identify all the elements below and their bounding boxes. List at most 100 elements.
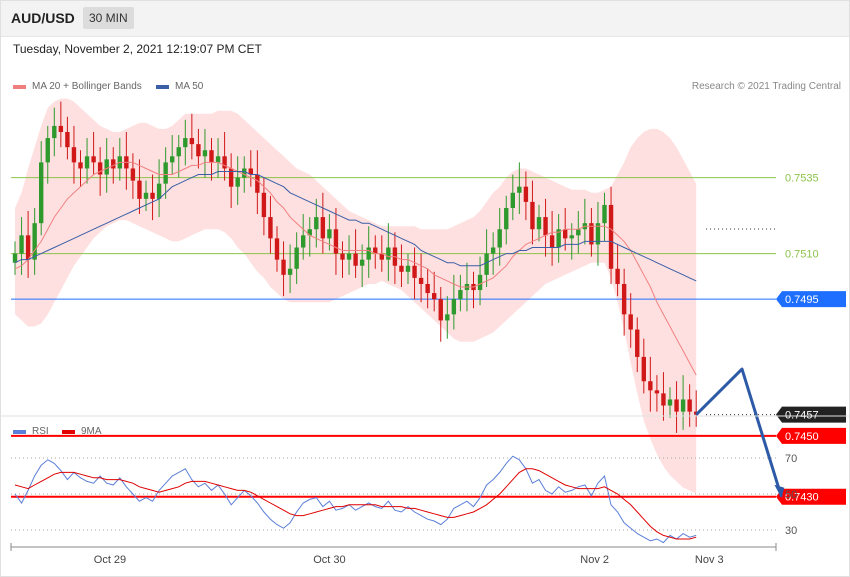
candle-body [25,235,31,260]
symbol-title: AUD/USD [11,10,75,26]
candle-body [97,162,103,175]
candle-body [674,399,679,412]
candle-body [628,314,633,330]
candle-body [202,150,208,157]
candle-body [301,235,306,248]
candle-body [445,314,450,321]
candle-body [425,283,430,294]
candle-body [196,144,201,157]
candle-body [641,356,646,382]
rsi-tick-label: 50 [785,489,797,501]
rsi-line [14,455,697,544]
candle-body [399,265,404,272]
legend-label-ma50: MA 50 [175,81,204,92]
legend-swatch-ma50 [156,84,169,89]
projection-arrowhead [774,484,785,498]
candle-body [543,217,548,236]
candle-body [432,293,437,300]
candle-body [281,259,286,275]
candle-body [71,147,77,163]
x-tick-label: Nov 2 [580,554,609,566]
legend-swatch-bollinger [13,84,26,89]
candle-body [615,268,620,284]
candle-body [405,265,411,272]
candle-body [379,253,384,260]
level-label: 0.7495 [785,294,819,306]
candles [12,101,699,433]
candle-body [65,131,70,148]
candle-body [373,247,378,254]
projection-arrow [695,367,783,498]
candle-body [183,138,188,148]
credit-text: Research © 2021 Trading Central [691,81,841,92]
candle-body [458,290,463,300]
candle-body [484,253,489,275]
legend-ma50: MA 50 [156,81,203,92]
legend-label-bollinger: MA 20 + Bollinger Bands [32,81,142,92]
level-tag [776,427,846,444]
bollinger-band [15,98,697,494]
candle-body [274,238,280,260]
candle-body [366,247,371,260]
candle-body [215,156,221,163]
candle-body [490,247,496,254]
x-tick-label: Oct 29 [94,554,126,566]
candle-body [176,147,181,157]
timeframe-button[interactable]: 30 MIN [83,7,134,29]
candle-body [222,156,227,169]
x-tick-label: Oct 30 [313,554,345,566]
candle-body [45,138,50,163]
candle-body [497,229,502,248]
candle-body [504,207,509,230]
candle-body [549,235,555,248]
candle-body [536,217,542,230]
candle-body [32,223,37,260]
candle-body [346,253,352,260]
candle-body [52,125,57,139]
candle-body [12,253,18,263]
candle-body [556,229,561,248]
ma50-line [14,171,697,282]
candle-body [19,235,24,254]
candle-body [451,299,457,315]
candle-body [268,217,273,239]
candle-body [353,253,358,266]
candle-body [680,399,686,412]
candle-body [648,381,653,391]
candle-body [654,390,660,394]
candle-body [621,283,627,315]
level-tag [776,488,846,505]
candle-body [661,393,666,406]
datetime-label: Tuesday, November 2, 2021 12:19:07 PM CE… [13,42,262,56]
candle-body [412,265,417,278]
candle-body [255,174,260,193]
candle-body [130,168,136,181]
candle-body [589,223,594,245]
level-label: 0.7535 [785,173,819,185]
header-bar: AUD/USD 30 MIN [0,0,849,37]
candle-body [477,274,483,291]
candle-body [510,192,515,208]
candle-body [143,192,149,199]
candle-body [608,204,614,269]
candle-body [595,223,601,245]
legend-label-rsi: RSI [32,426,49,437]
candle-body [261,192,267,218]
candle-body [111,159,116,169]
candle-body [104,159,109,175]
candle-body [576,229,581,236]
candle-body [359,259,365,266]
candle-body [635,329,640,357]
candle-body [563,229,568,239]
candle-body [78,162,83,169]
legend-bollinger: MA 20 + Bollinger Bands [13,81,142,92]
rsi-ma-line [14,468,697,540]
candle-body [242,168,247,178]
legend-rsi: RSI [13,426,49,437]
candle-body [327,229,332,239]
level-label: 0.7430 [785,492,819,504]
x-tick-label: Nov 3 [695,554,724,566]
candle-body [156,183,162,199]
